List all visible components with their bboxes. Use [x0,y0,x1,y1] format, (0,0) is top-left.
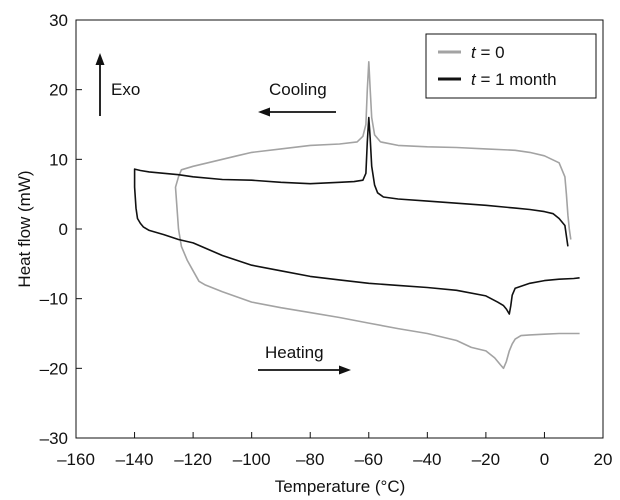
series-layer [133,60,580,370]
heating-annotation: Heating [258,343,351,375]
legend-label-t0: t = 0 [471,43,505,62]
x-tick-label: –20 [472,450,500,469]
y-axis-title: Heat flow (mW) [15,170,34,287]
x-tick-label: –140 [116,450,154,469]
x-tick-label: –40 [413,450,441,469]
cooling-arrowhead [258,107,270,117]
cooling-label: Cooling [269,80,327,99]
legend-rest-t1: = 1 month [476,70,557,89]
x-tick-label: –120 [174,450,212,469]
y-tick-label: –30 [40,429,68,448]
y-tick-label: 30 [49,11,68,30]
y-tick-label: 20 [49,81,68,100]
legend-label-t1: t = 1 month [471,70,557,89]
x-tick-label: 20 [594,450,613,469]
legend-box [425,33,597,99]
y-tick-label: 0 [59,220,68,239]
ticks-layer: –160 –140 –120 –100 –80 –60 –40 –20 0 20–30–20–10… [40,11,613,469]
x-tick-label: –60 [355,450,383,469]
heating-arrowhead [339,365,351,375]
x-tick-label: –80 [296,450,324,469]
series-line-0 [174,60,580,370]
x-tick-label: –160 [57,450,95,469]
x-tick-label: –100 [233,450,271,469]
exo-label: Exo [111,80,140,99]
y-tick-label: –10 [40,290,68,309]
legend-rest-t0: = 0 [476,43,505,62]
exo-annotation: Exo [95,53,140,116]
series-line-1 [133,116,580,315]
legend-var-t0: t [471,43,477,62]
y-tick-label: 10 [49,150,68,169]
heating-label: Heating [265,343,324,362]
legend: t = 0 t = 1 month [425,33,597,99]
x-axis-title: Temperature (°C) [275,477,406,496]
cooling-annotation: Cooling [258,80,336,117]
x-tick-label: 0 [540,450,549,469]
legend-var-t1: t [471,70,477,89]
y-tick-label: –20 [40,359,68,378]
exo-arrowhead [95,53,105,65]
